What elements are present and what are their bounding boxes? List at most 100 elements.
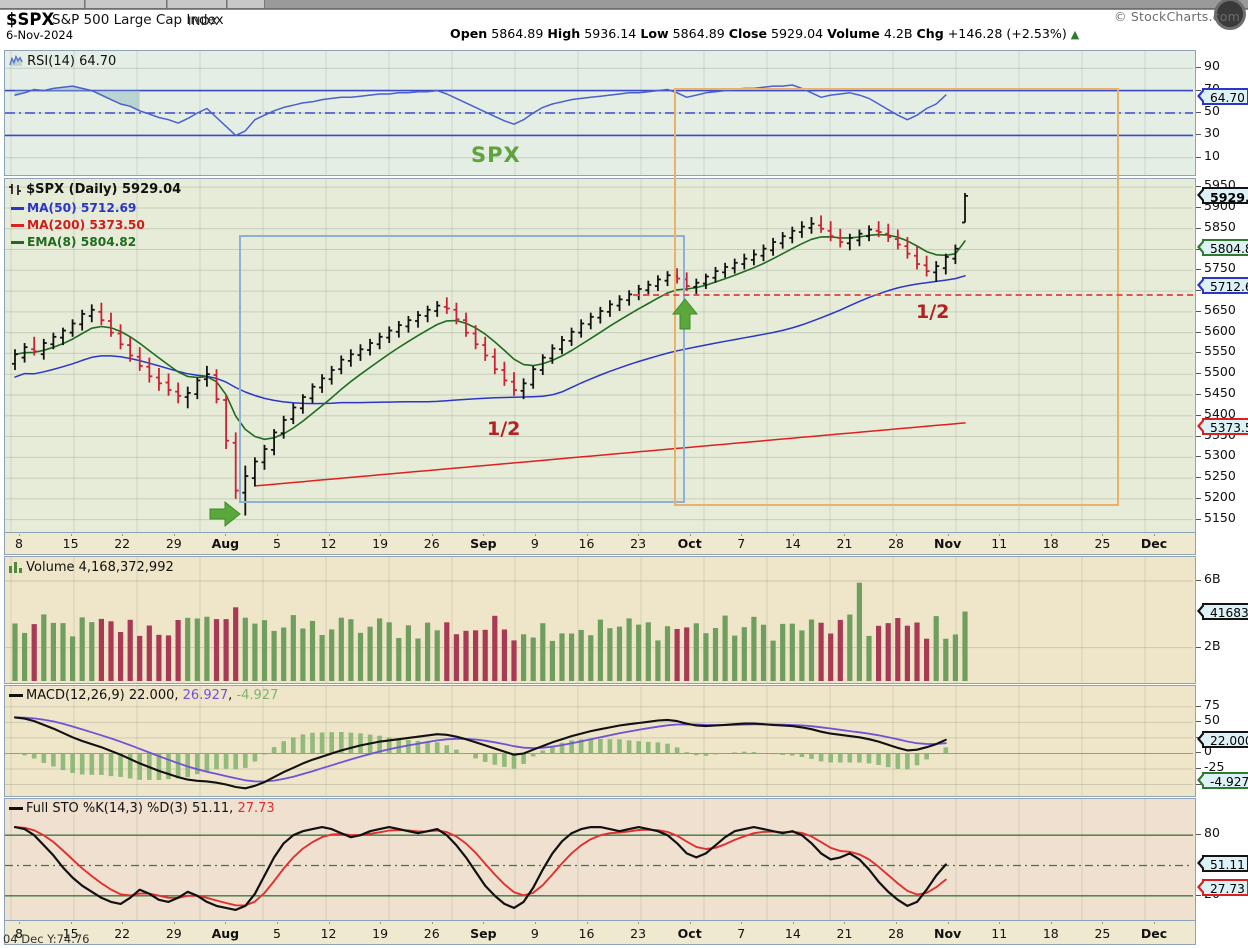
volume-bar xyxy=(146,625,152,681)
volume-bar xyxy=(636,624,642,681)
macd-histogram-bar xyxy=(713,753,718,755)
macd-histogram-bar xyxy=(12,753,18,755)
rsi-value-badge[interactable]: 64.70 xyxy=(1197,87,1248,105)
stoch-k-badge[interactable]: 51.11 xyxy=(1197,855,1248,873)
stoch-d-badge[interactable]: 27.73 xyxy=(1197,878,1248,896)
macd-histogram-bar xyxy=(646,741,651,754)
volume-bar xyxy=(751,616,757,681)
axis-label: 30 xyxy=(1204,125,1220,141)
price-bar xyxy=(923,255,930,277)
rsi-axis: 907050301064.70 xyxy=(1196,50,1248,176)
macd-histogram-badge[interactable]: -4.927 xyxy=(1196,771,1248,789)
green-arrow-right-icon[interactable] xyxy=(208,499,242,529)
macd-histogram-bar xyxy=(243,753,248,768)
x-axis-label: Dec xyxy=(1140,926,1168,941)
price-bar xyxy=(962,192,968,224)
volume-bar xyxy=(463,630,469,681)
last-price-badge[interactable]: 5929.04 xyxy=(1196,186,1248,205)
macd-histogram-bar xyxy=(271,747,277,754)
price-bar xyxy=(702,273,709,289)
macd-badge[interactable]: 22.000 xyxy=(1197,730,1248,748)
volume-axis: 6B 2B 4168372 xyxy=(1196,556,1248,684)
price-bar xyxy=(510,372,517,396)
price-bar xyxy=(415,311,422,328)
volume-bar xyxy=(741,627,747,681)
x-axis-label: 19 xyxy=(372,536,389,551)
price-bar xyxy=(386,326,393,344)
volume-bar xyxy=(444,622,450,681)
x-axis-tick xyxy=(792,922,794,924)
stoch-d-value: 27.73 xyxy=(237,801,275,816)
ema8-badge[interactable]: 5804.82 xyxy=(1196,238,1248,256)
axis-tick xyxy=(1196,477,1201,479)
macd-histogram-bar xyxy=(684,752,689,754)
price-bar xyxy=(827,221,834,242)
x-axis-label: 7 xyxy=(737,536,746,551)
orange-measured-move-box[interactable] xyxy=(674,88,1119,506)
macd-histogram-bar xyxy=(933,753,939,755)
x-axis-label: 8 xyxy=(15,926,23,941)
macd-histogram-bar xyxy=(598,738,603,754)
price-bar xyxy=(885,223,892,243)
volume-bar xyxy=(684,627,690,681)
x-axis-tick xyxy=(70,922,72,924)
axis-tick xyxy=(1196,156,1201,158)
price-bar xyxy=(606,300,613,317)
red-dashed-support-line[interactable] xyxy=(633,294,1193,296)
macd-histogram-bar xyxy=(847,753,853,763)
price-bar xyxy=(395,321,402,338)
x-axis-label: 21 xyxy=(836,536,853,551)
volume-bar xyxy=(856,582,862,681)
price-bar xyxy=(530,365,537,389)
open-value: 5864.89 xyxy=(491,26,544,41)
ma200-badge[interactable]: 5373.50 xyxy=(1196,417,1248,435)
macd-histogram-bar xyxy=(895,753,901,769)
macd-indicator-label: MACD(12,26,9) xyxy=(26,688,125,703)
blue-measured-move-box[interactable] xyxy=(239,235,685,503)
volume-panel: Volume 4,168,372,992 xyxy=(4,556,1196,684)
scroll-knob-icon[interactable] xyxy=(1214,0,1246,30)
volume-bar xyxy=(482,629,488,681)
volume-bar xyxy=(828,633,834,681)
price-bar xyxy=(779,232,786,249)
x-axis-tick xyxy=(483,534,485,536)
macd-histogram-bar xyxy=(89,753,95,775)
axis-label: 2B xyxy=(1204,637,1221,653)
volume-bar xyxy=(22,632,28,681)
macd-histogram-bar xyxy=(703,753,709,756)
price-bar xyxy=(942,253,949,275)
macd-histogram-bar xyxy=(578,739,584,754)
volume-bar xyxy=(473,630,479,681)
x-axis-tick xyxy=(896,922,898,924)
macd-histogram-bar xyxy=(454,749,459,754)
axis-tick xyxy=(1196,497,1201,499)
axis-tick xyxy=(1196,414,1201,416)
green-arrow-up-icon[interactable] xyxy=(670,297,700,331)
macd-swatch-icon xyxy=(9,694,23,697)
x-axis-tick xyxy=(328,922,330,924)
macd-histogram-bar xyxy=(770,753,776,755)
price-bar xyxy=(808,217,815,234)
axis-tick xyxy=(1196,134,1201,136)
volume-bar xyxy=(549,640,555,681)
price-bar xyxy=(558,335,565,355)
x-axis-label: 8 xyxy=(15,536,23,551)
axis-tick xyxy=(1196,206,1201,208)
price-bar xyxy=(328,365,335,385)
x-axis-tick xyxy=(328,534,330,536)
macd-histogram-bar xyxy=(530,753,536,757)
price-bar xyxy=(299,394,306,414)
macd-histogram-bar xyxy=(51,753,56,767)
price-bar xyxy=(760,244,767,262)
price-bar xyxy=(21,343,28,363)
macd-histogram-bar xyxy=(70,753,75,773)
legend-ma200-label: MA(200) 5373.50 xyxy=(27,218,145,232)
axis-tick xyxy=(1196,834,1201,836)
rsi-title: RSI(14) 64.70 xyxy=(9,54,116,69)
legend-ema8: EMA(8) 5804.82 xyxy=(11,235,136,249)
price-bar xyxy=(357,344,364,361)
x-axis-tick xyxy=(638,922,640,924)
price-bar xyxy=(770,237,777,256)
volume-value-badge[interactable]: 4168372 xyxy=(1196,602,1248,620)
ma50-badge[interactable]: 5712.69 xyxy=(1196,276,1248,294)
